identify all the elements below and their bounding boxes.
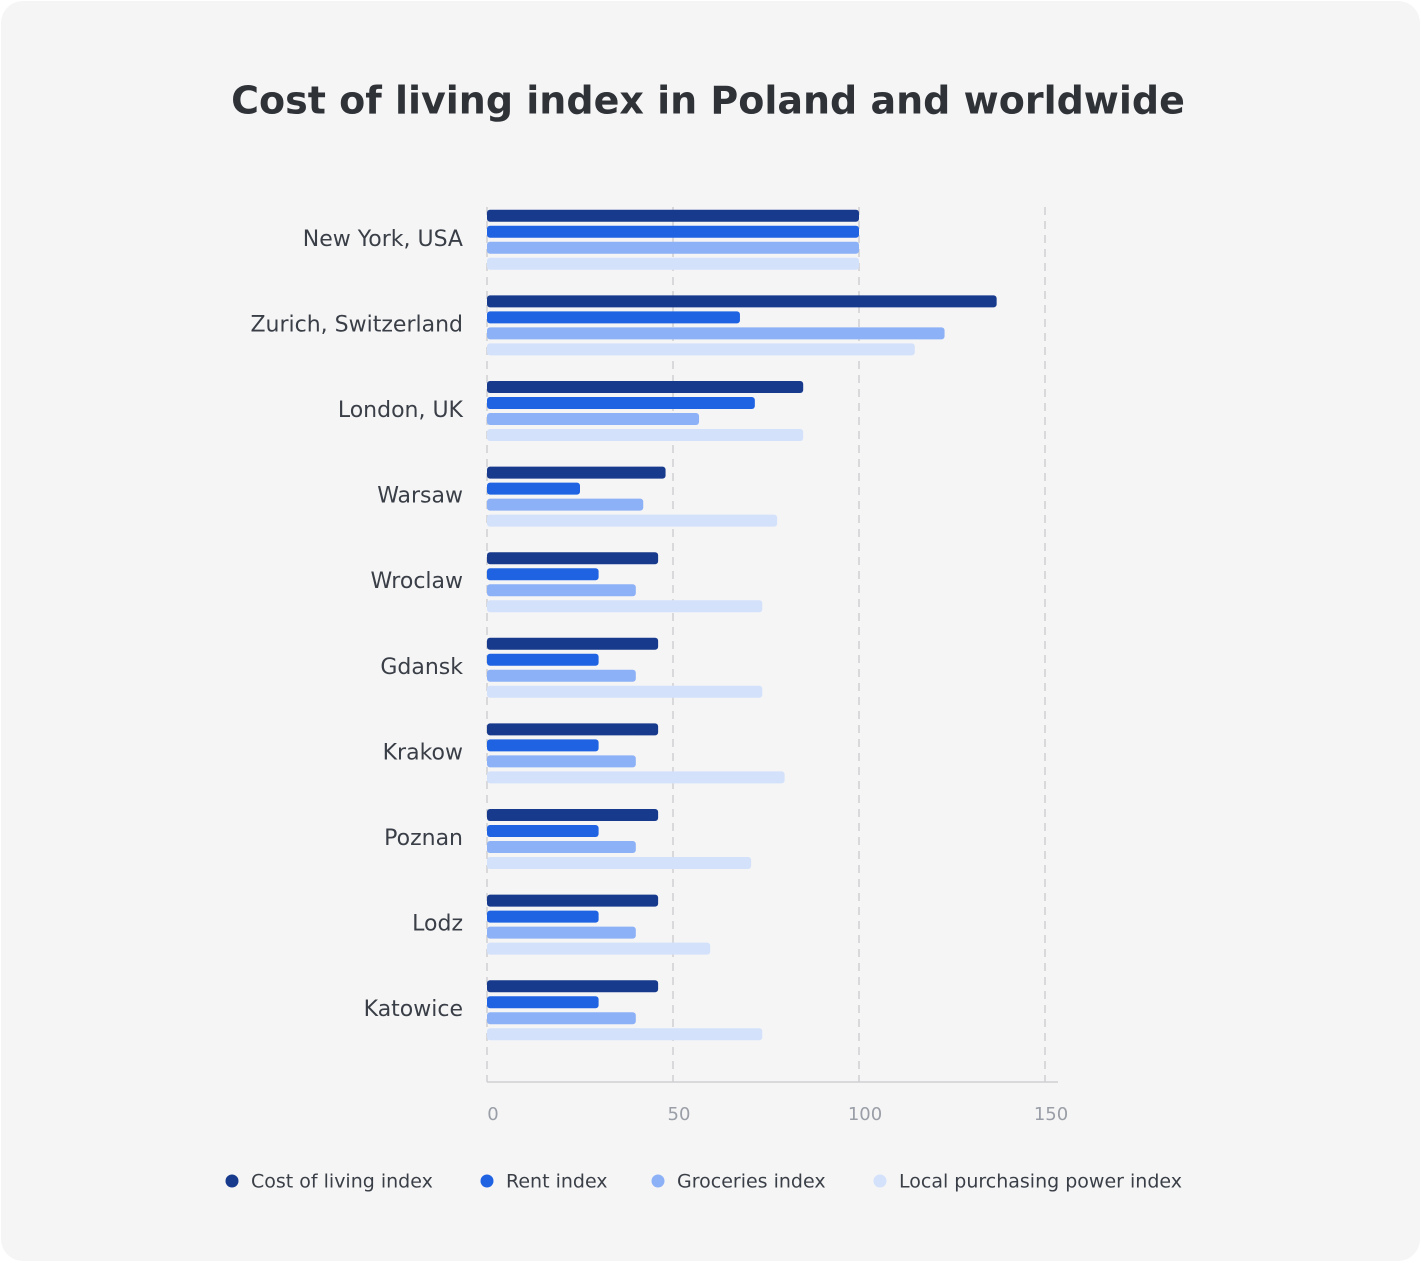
bar (487, 584, 636, 597)
bar (487, 381, 804, 393)
y-tick-label: Krakow (383, 740, 463, 765)
legend-marker (480, 1174, 494, 1188)
bar (487, 568, 599, 581)
y-tick-label: Wroclaw (371, 569, 463, 594)
bar (487, 209, 859, 222)
y-tick-label: Gdansk (380, 655, 463, 680)
bar (487, 498, 644, 511)
bar (487, 723, 659, 736)
bar (487, 857, 752, 869)
y-tick-label: New York, USA (303, 227, 463, 252)
bar (487, 600, 763, 613)
bar (487, 343, 915, 356)
bar (487, 841, 636, 853)
bar (487, 739, 599, 752)
bar (487, 482, 580, 495)
bar (487, 327, 945, 340)
bar (487, 466, 666, 479)
bar (487, 257, 859, 270)
bar (487, 771, 785, 784)
bar (487, 942, 711, 955)
x-tick-label: 150 (1034, 1104, 1068, 1125)
bar (487, 910, 599, 923)
bar (487, 669, 636, 682)
legend-label: Rent index (506, 1171, 608, 1193)
legend-label: Local purchasing power index (899, 1171, 1182, 1193)
legend-label: Groceries index (677, 1171, 826, 1193)
bar (487, 926, 636, 939)
bar (487, 1028, 763, 1041)
bar (487, 514, 778, 527)
bar (487, 552, 659, 565)
bar (487, 225, 859, 238)
y-tick-label: Warsaw (377, 484, 463, 509)
y-tick-label: Katowice (364, 997, 463, 1022)
bar (487, 996, 599, 1009)
bar (487, 894, 659, 907)
bar (487, 755, 636, 768)
x-tick-label: 0 (487, 1104, 498, 1125)
bar (487, 653, 599, 666)
bar (487, 311, 740, 324)
y-tick-label: Poznan (384, 826, 463, 851)
bar (487, 637, 659, 650)
y-tick-label: Zurich, Switzerland (250, 312, 463, 337)
bar (487, 980, 659, 993)
bar (487, 295, 997, 308)
bar (487, 685, 763, 698)
y-tick-label: London, UK (338, 398, 464, 423)
y-tick-label: Lodz (412, 912, 463, 937)
legend-label: Cost of living index (251, 1171, 433, 1193)
bar (487, 809, 659, 821)
legend-marker (873, 1174, 887, 1188)
chart-title: Cost of living index in Poland and world… (231, 79, 1185, 123)
bar (487, 429, 804, 441)
legend-marker (225, 1174, 239, 1188)
legend-marker (651, 1174, 665, 1188)
bar (487, 413, 700, 425)
x-tick-label: 50 (668, 1104, 691, 1125)
x-tick-label: 100 (848, 1104, 882, 1125)
bar (487, 1012, 636, 1025)
bar (487, 241, 859, 254)
bar (487, 825, 599, 837)
bar (487, 397, 755, 409)
